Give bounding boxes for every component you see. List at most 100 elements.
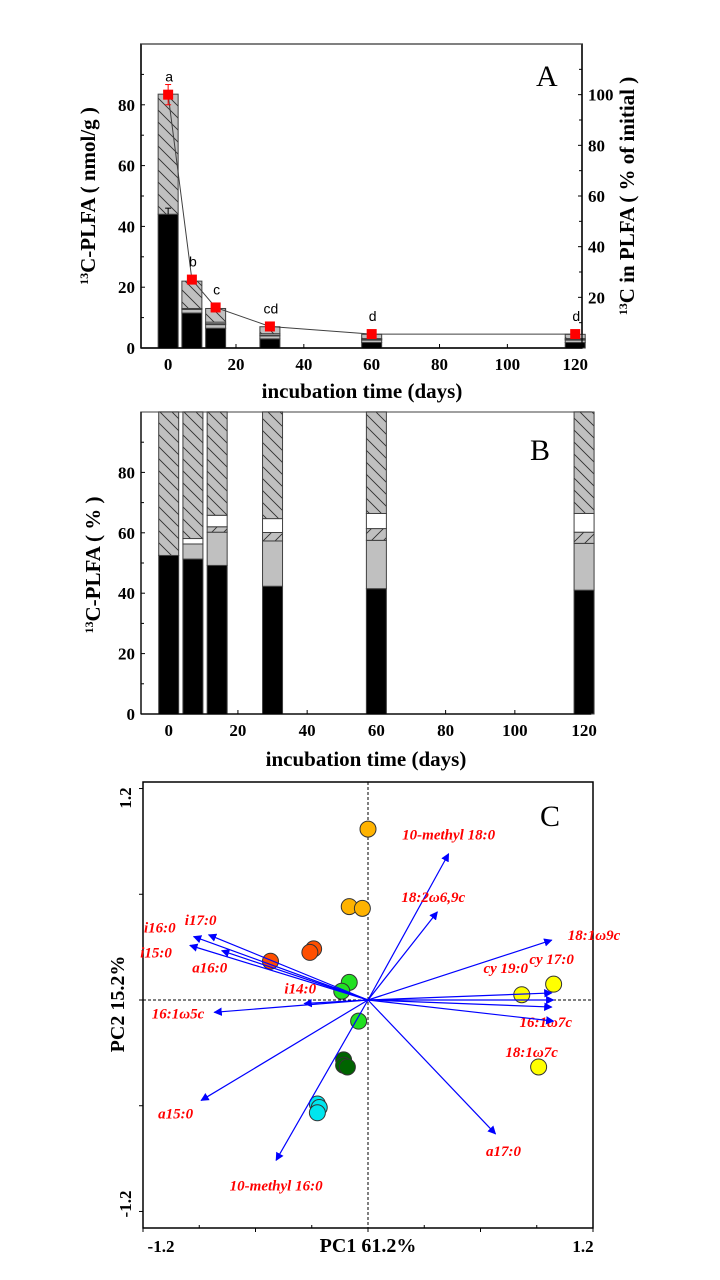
bar-segment-small_hatch xyxy=(206,526,228,533)
bar-segment-gray xyxy=(365,539,387,590)
panel-b-ylabel-main: C-PLFA ( % ) xyxy=(81,496,105,621)
panel-c-label: C xyxy=(540,800,560,833)
vector-label: 16:1ω5c xyxy=(152,1006,205,1022)
bar-segment-white xyxy=(206,514,228,528)
bar-segment-black xyxy=(259,338,281,349)
sample-point xyxy=(353,899,371,917)
y-tick-label: 40 xyxy=(118,217,135,236)
x-tick-label: 80 xyxy=(431,355,448,374)
y-tick-label: 20 xyxy=(118,278,135,297)
bar-segment-gray xyxy=(182,543,204,560)
bar-segment-hatched xyxy=(157,93,179,215)
bar-segment-white xyxy=(365,512,387,530)
loading-vector xyxy=(367,999,555,1025)
panel-a-ylabel: 13C-PLFA ( nmol/g ) xyxy=(76,107,100,285)
y-tick-label: 0 xyxy=(127,705,136,724)
bar-segment-gray xyxy=(181,308,203,314)
vector-label: 18:2ω6,9c xyxy=(401,890,465,906)
x-tick-label: 0 xyxy=(164,355,173,374)
significance-letter: d xyxy=(572,308,580,324)
x-tick-label: 20 xyxy=(229,721,246,740)
panel-a: a bc cd d d 0 20 40 60 80 100 120 0 20 40 60 80 20 40 60 80… xyxy=(76,43,639,403)
percent-marker xyxy=(186,274,197,285)
sample-point xyxy=(350,1012,368,1030)
bar-segment-black xyxy=(158,554,180,715)
y-tick-label: -1.2 xyxy=(116,1191,135,1218)
x-tick-label: 100 xyxy=(495,355,521,374)
bar-segment-hatched xyxy=(206,411,228,516)
significance-letter: a xyxy=(165,69,173,85)
bar-segment-black xyxy=(182,558,204,715)
percent-line xyxy=(167,94,576,335)
bar-segment-white xyxy=(262,518,284,533)
vector-label: cy 19:0 xyxy=(483,961,528,977)
vector-label: a15:0 xyxy=(158,1106,193,1122)
bar-segment-hatched xyxy=(158,411,180,556)
y-tick-label: 60 xyxy=(118,524,135,543)
bar-segment-black xyxy=(206,564,228,715)
vector-label: i14:0 xyxy=(284,982,316,998)
vector-label: i16:0 xyxy=(144,921,176,937)
bar-segment-hatched xyxy=(365,411,387,514)
loading-vector xyxy=(367,938,553,1001)
sample-point xyxy=(530,1058,548,1076)
y2-tick-label: 20 xyxy=(588,288,605,307)
x-tick-label: 100 xyxy=(502,721,528,740)
y2-tick-label: 40 xyxy=(588,238,605,257)
bar-segment-gray xyxy=(573,542,595,591)
loading-vector xyxy=(367,853,450,1001)
bar-segment-black xyxy=(157,213,179,349)
loading-vector xyxy=(367,989,553,1001)
percent-marker xyxy=(264,321,275,332)
loading-vector xyxy=(275,999,369,1162)
bar-segment-black xyxy=(573,589,595,715)
bar-segment-black xyxy=(181,312,203,349)
x-tick-label: 0 xyxy=(164,721,173,740)
panel-b-ylabel-sup: 13 xyxy=(82,622,96,634)
bar-segment-hatched xyxy=(262,411,284,520)
vector-label: a16:0 xyxy=(192,961,227,977)
y-tick-label: 1.2 xyxy=(116,787,135,808)
percent-marker xyxy=(163,89,174,100)
x-tick-label: 20 xyxy=(227,355,244,374)
loading-vector xyxy=(189,943,369,1001)
panel-b: 0 20 40 60 80 100 120 0 20 40 60 80 B incubation ti… xyxy=(81,411,597,771)
significance-letter: d xyxy=(369,308,377,324)
vector-label: 10-methyl 16:0 xyxy=(230,1178,323,1194)
vector-label: 18:1ω9c xyxy=(568,928,621,944)
x-tick-label: 40 xyxy=(295,355,312,374)
x-tick-label: 1.2 xyxy=(572,1237,593,1256)
bar-segment-gray xyxy=(205,324,227,329)
bar-segment-gray xyxy=(206,531,228,566)
y-tick-label: 80 xyxy=(118,463,135,482)
bar-segment-hatched xyxy=(182,411,204,540)
vector-label: a17:0 xyxy=(486,1144,521,1160)
vector-label: 16:1ω7c xyxy=(520,1015,573,1031)
percent-marker xyxy=(366,329,377,340)
percent-marker xyxy=(210,302,221,313)
x-tick-label: 60 xyxy=(368,721,385,740)
loading-vector xyxy=(200,999,369,1101)
significance-letter: c xyxy=(213,281,220,297)
percent-marker xyxy=(570,329,581,340)
y-tick-label: 40 xyxy=(118,584,135,603)
loading-vector xyxy=(220,949,369,1001)
y-tick-label: 80 xyxy=(118,96,135,115)
panel-b-ylabel: 13C-PLFA ( % ) xyxy=(81,496,105,633)
vector-label: i15:0 xyxy=(140,945,172,961)
x-tick-label: -1.2 xyxy=(148,1237,175,1256)
bar-segment-gray xyxy=(262,540,284,587)
y2-tick-label: 60 xyxy=(588,187,605,206)
y2-tick-label: 100 xyxy=(588,86,614,105)
panel-a-ylabel-main: C-PLFA ( nmol/g ) xyxy=(76,107,100,273)
panel-a-xlabel: incubation time (days) xyxy=(262,379,463,403)
x-tick-label: 80 xyxy=(437,721,454,740)
sample-point xyxy=(338,1058,356,1076)
bar-segment-small_hatch xyxy=(262,531,284,542)
loading-vector xyxy=(207,933,369,1001)
panel-a-ylabel-sup: 13 xyxy=(77,273,91,285)
bar-segment-hatched xyxy=(573,411,595,514)
bar-segment-black xyxy=(205,327,227,349)
vector-label: 18:1ω7c xyxy=(505,1045,558,1061)
